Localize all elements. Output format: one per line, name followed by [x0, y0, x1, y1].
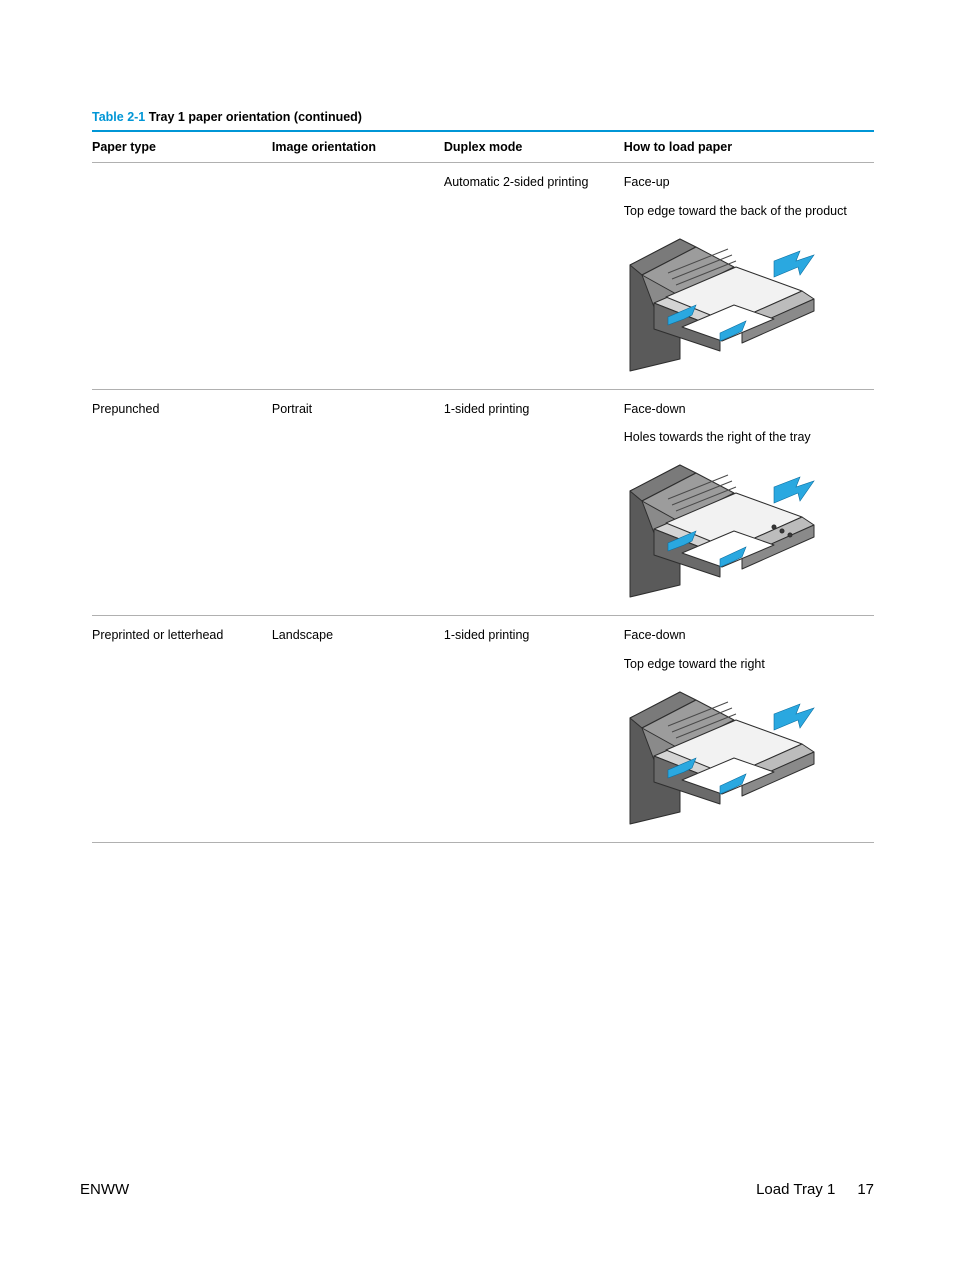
load-line-2: Top edge toward the back of the product	[624, 202, 870, 221]
header-how-to-load: How to load paper	[624, 131, 874, 163]
cell-how-to-load: Face-down Holes towards the right of the…	[624, 389, 874, 616]
table-number: Table 2-1	[92, 110, 145, 124]
load-line-1: Face-down	[624, 400, 870, 419]
table-row: Prepunched Portrait 1-sided printing Fac…	[92, 389, 874, 616]
tray-illustration	[624, 459, 870, 599]
load-line-1: Face-up	[624, 173, 870, 192]
header-image-orientation: Image orientation	[272, 131, 444, 163]
table-caption: Table 2-1 Tray 1 paper orientation (cont…	[92, 110, 874, 124]
load-line-2: Holes towards the right of the tray	[624, 428, 870, 447]
header-duplex-mode: Duplex mode	[444, 131, 624, 163]
footer-left: ENWW	[80, 1181, 129, 1198]
cell-image-orientation: Landscape	[272, 616, 444, 843]
cell-paper-type: Prepunched	[92, 389, 272, 616]
table-row: Automatic 2-sided printing Face-up Top e…	[92, 163, 874, 390]
cell-how-to-load: Face-up Top edge toward the back of the …	[624, 163, 874, 390]
cell-paper-type	[92, 163, 272, 390]
footer-section: Load Tray 1	[756, 1181, 835, 1198]
tray-illustration	[624, 686, 870, 826]
cell-image-orientation	[272, 163, 444, 390]
cell-image-orientation: Portrait	[272, 389, 444, 616]
table-title: Tray 1 paper orientation (continued)	[145, 110, 362, 124]
load-line-1: Face-down	[624, 626, 870, 645]
cell-duplex-mode: 1-sided printing	[444, 616, 624, 843]
cell-duplex-mode: 1-sided printing	[444, 389, 624, 616]
tray-illustration	[624, 233, 870, 373]
footer-page-number: 17	[857, 1181, 874, 1198]
cell-duplex-mode: Automatic 2-sided printing	[444, 163, 624, 390]
page-footer: ENWW Load Tray 1 17	[80, 1181, 874, 1198]
load-line-2: Top edge toward the right	[624, 655, 870, 674]
cell-how-to-load: Face-down Top edge toward the right	[624, 616, 874, 843]
header-paper-type: Paper type	[92, 131, 272, 163]
orientation-table: Paper type Image orientation Duplex mode…	[92, 130, 874, 843]
table-header-row: Paper type Image orientation Duplex mode…	[92, 131, 874, 163]
cell-paper-type: Preprinted or letterhead	[92, 616, 272, 843]
table-row: Preprinted or letterhead Landscape 1-sid…	[92, 616, 874, 843]
